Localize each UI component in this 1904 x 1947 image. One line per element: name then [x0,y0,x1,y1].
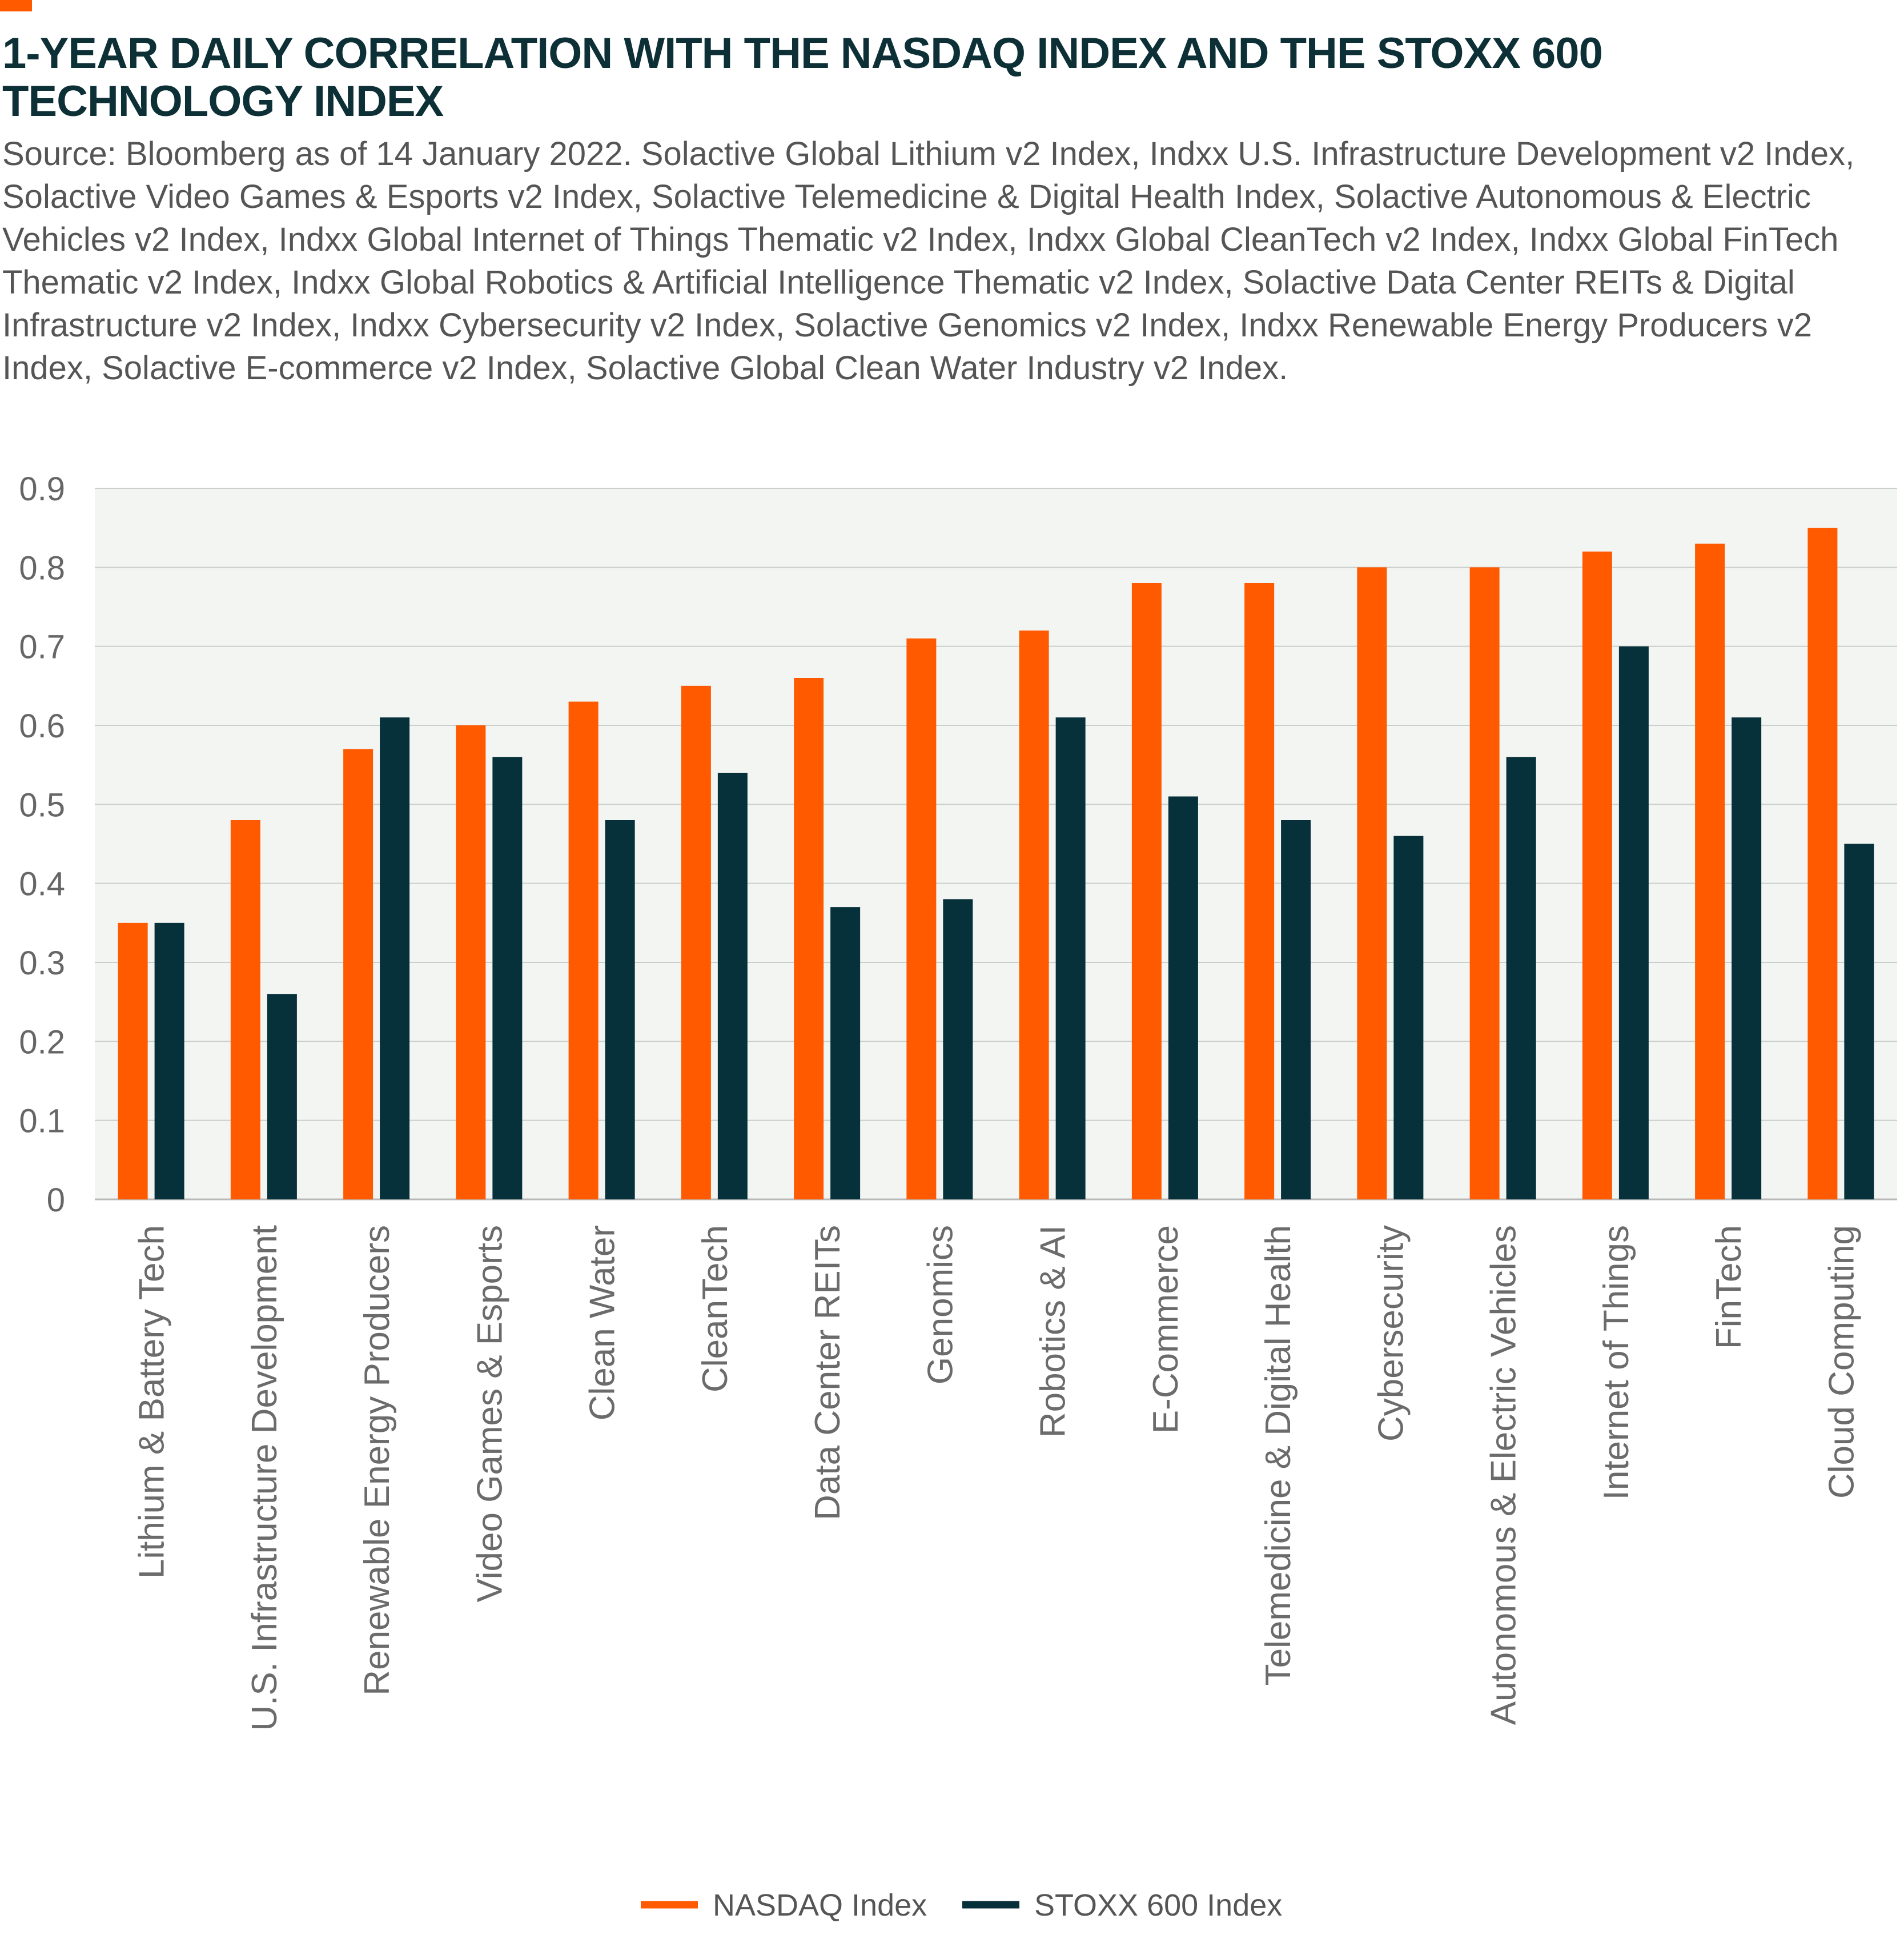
y-tick-label: 0.1 [19,1103,65,1140]
bar-nasdaq [906,638,937,1199]
bar-stoxx600 [830,907,861,1199]
y-tick-label: 0.3 [19,945,65,982]
bar-stoxx600 [1618,646,1649,1199]
chart-legend: NASDAQ Index STOXX 600 Index [641,1888,1282,1922]
x-category-label: E-Commerce [1146,1225,1186,1434]
x-category-label: Cloud Computing [1822,1225,1861,1499]
y-tick-label: 0.5 [19,786,65,824]
bar-stoxx600 [1732,717,1762,1199]
x-category-label: Internet of Things [1597,1225,1636,1500]
x-category-label: Autonomous & Electric Vehicles [1484,1225,1524,1725]
x-category-label: Genomics [921,1225,960,1384]
bar-stoxx600 [154,922,184,1199]
bar-stoxx600 [380,717,410,1199]
x-category-label: U.S. Infrastructure Development [245,1225,284,1731]
bar-nasdaq [1695,543,1725,1200]
legend-label-nasdaq: NASDAQ Index [713,1888,927,1922]
y-tick-label: 0 [47,1182,65,1219]
legend-swatch-nasdaq [641,1901,698,1909]
bar-stoxx600 [1844,844,1874,1199]
x-category-label: Telemedicine & Digital Health [1259,1225,1298,1685]
y-tick-label: 0.9 [19,471,65,508]
bar-nasdaq [568,701,598,1199]
bar-nasdaq [1131,583,1162,1199]
y-tick-label: 0.7 [19,629,65,666]
bar-nasdaq [1582,551,1612,1199]
bar-nasdaq [456,725,486,1199]
bar-nasdaq [1019,631,1049,1199]
bar-nasdaq [681,685,711,1199]
x-category-label: Robotics & AI [1034,1225,1073,1438]
x-category-label: Renewable Energy Producers [357,1225,397,1696]
plot-area: 0 0.1 0.2 0.3 0.4 0.5 0.6 0.7 0.8 0.9 Lithium & Ba… [19,471,1897,1731]
x-category-label: FinTech [1709,1225,1749,1349]
title-accent-bar [0,0,32,11]
bar-stoxx600 [492,757,523,1199]
x-category-label: CleanTech [696,1225,735,1392]
bar-nasdaq [794,678,824,1199]
legend-swatch-stoxx600 [962,1901,1019,1909]
y-tick-label: 0.8 [19,549,65,587]
x-category-label: Lithium & Battery Tech [132,1225,172,1579]
bar-nasdaq [1807,528,1838,1199]
chart-title: 1-YEAR DAILY CORRELATION WITH THE NASDAQ… [2,29,1603,126]
y-tick-label: 0.4 [19,866,65,903]
bar-stoxx600 [943,899,973,1199]
x-category-label: Data Center REITs [808,1225,847,1520]
bar-stoxx600 [1055,717,1086,1199]
bar-nasdaq [230,820,260,1199]
bar-nasdaq [118,922,148,1199]
bar-nasdaq [1244,583,1275,1199]
bar-stoxx600 [1168,796,1198,1199]
bar-stoxx600 [605,820,635,1199]
bar-stoxx600 [717,773,748,1199]
bar-nasdaq [1469,567,1500,1200]
bar-stoxx600 [267,994,297,1199]
y-tick-label: 0.2 [19,1023,65,1061]
bar-stoxx600 [1506,757,1536,1199]
y-tick-label: 0.6 [19,708,65,745]
x-category-label: Video Games & Esports [470,1225,509,1603]
legend-label-stoxx600: STOXX 600 Index [1034,1888,1282,1922]
bar-nasdaq [1357,567,1387,1200]
x-category-label: Clean Water [583,1225,622,1420]
bar-stoxx600 [1393,836,1424,1199]
bar-nasdaq [343,749,373,1199]
bar-stoxx600 [1281,820,1311,1199]
x-category-label: Cybersecurity [1371,1225,1411,1442]
chart-source-note: Source: Bloomberg as of 14 January 2022.… [2,135,1855,387]
